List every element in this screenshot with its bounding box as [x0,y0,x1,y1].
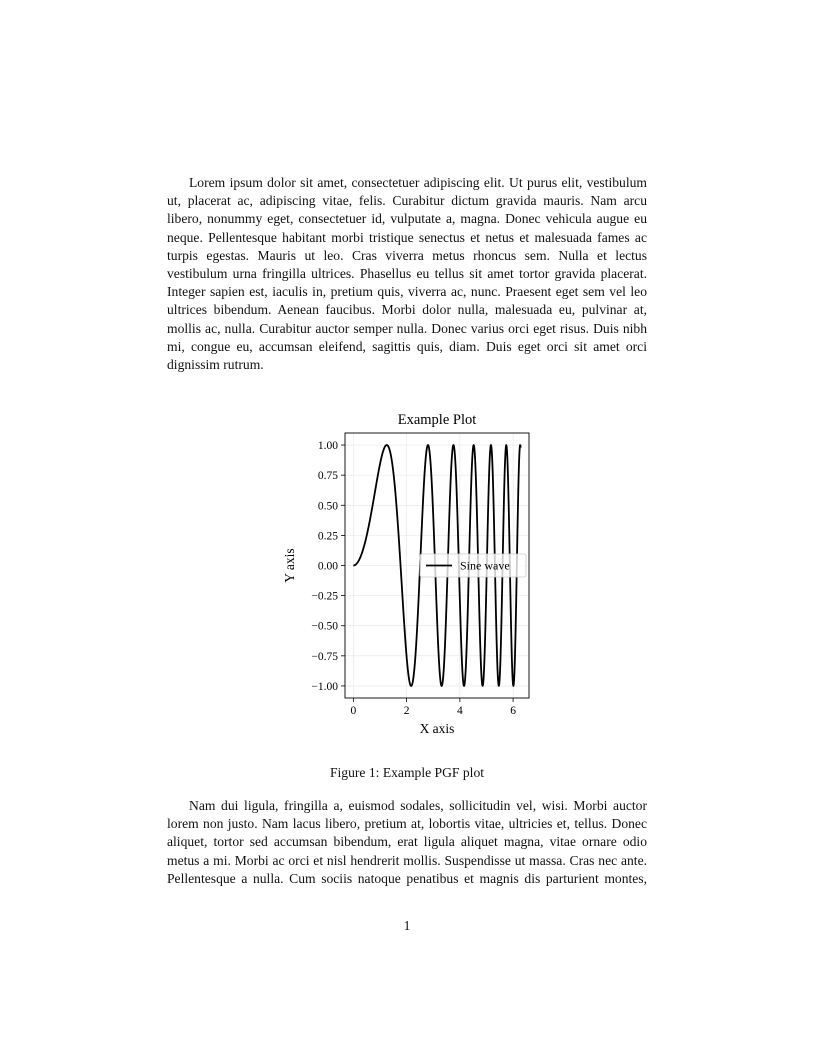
legend-box [419,553,527,578]
x-tick-label: 2 [404,705,410,717]
body-paragraph-2: Nam dui ligula, fringilla a, euismod sod… [167,798,647,891]
line-chart: 0 2 4 6 1.00 0.75 0.50 0.25 0.00 −0.25 −0.50 −0.75 −… [282,412,530,736]
x-tick-label: 6 [510,705,516,717]
y-tick-label: −0.50 [311,621,338,633]
y-tick-label: −0.75 [311,651,338,663]
figure-caption: Figure 1: Example PGF plot [329,765,485,780]
legend-label-sine-wave: Sine wave [460,559,510,573]
page-number: 1 [403,918,411,933]
y-tick-label: −1.00 [311,681,338,693]
body-paragraph-1: Lorem ipsum dolor sit amet, consectetuer… [167,175,647,373]
y-axis-label: Y axis [282,548,297,582]
y-tick-label: 0.50 [318,500,338,512]
y-tick-label: 0.75 [318,470,338,482]
x-tick-label: 0 [350,705,356,717]
y-tick-label: 1.00 [318,440,338,452]
x-axis-label: X axis [420,721,455,736]
chart-title: Example Plot [398,412,477,428]
y-tick-label: 0.25 [318,530,338,542]
series-line-sine-wave [352,444,522,687]
figure-1: 0 2 4 6 1.00 0.75 0.50 0.25 0.00 −0.25 −0.50 −0.75 −… [270,405,560,750]
y-tick-label: 0.00 [318,561,338,573]
y-tick-label: −0.25 [311,591,338,603]
x-tick-label: 4 [457,705,463,717]
chart-legend: Sine wave [419,553,527,578]
axis-ticks: 0 2 4 6 1.00 0.75 0.50 0.25 0.00 −0.25 −0.50 −0.75 −… [311,440,516,717]
